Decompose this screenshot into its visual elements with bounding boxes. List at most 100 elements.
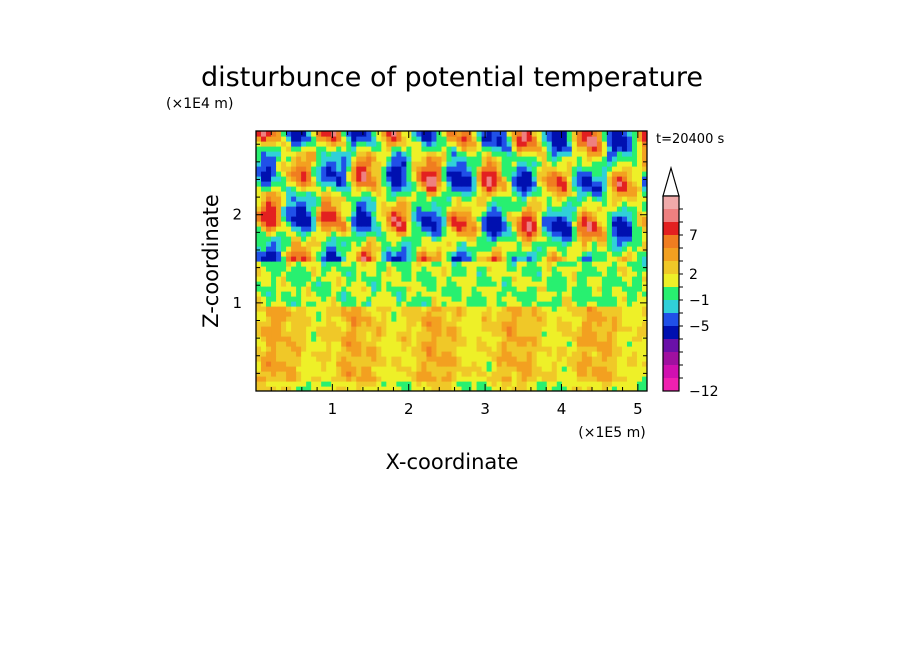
heatmap-cell <box>641 211 647 217</box>
heatmap-cell <box>326 221 332 227</box>
heatmap-cell <box>466 326 473 332</box>
heatmap-cell <box>551 371 558 377</box>
heatmap-cell <box>571 371 578 377</box>
heatmap-cell <box>551 211 558 217</box>
heatmap-cell <box>466 141 473 147</box>
heatmap-cell <box>446 286 453 292</box>
heatmap-cell <box>326 291 332 297</box>
heatmap-cell <box>496 376 503 382</box>
heatmap-cell <box>466 246 473 252</box>
heatmap-cell <box>491 181 498 187</box>
heatmap-cell <box>481 251 488 257</box>
heatmap-cell <box>401 241 407 247</box>
heatmap-cell <box>326 296 332 302</box>
heatmap-cell <box>386 371 392 377</box>
heatmap-cell <box>366 156 372 162</box>
heatmap-cell <box>371 286 377 292</box>
heatmap-cell <box>626 276 633 282</box>
heatmap-cell <box>586 276 593 282</box>
heatmap-cell <box>311 191 317 197</box>
heatmap-cell <box>551 351 558 357</box>
heatmap-cell <box>476 291 483 297</box>
heatmap-cell <box>551 311 558 317</box>
heatmap-cell <box>421 181 428 187</box>
heatmap-cell <box>576 341 583 347</box>
heatmap-cell <box>606 296 613 302</box>
heatmap-cell <box>256 161 262 167</box>
heatmap-cell <box>311 381 317 387</box>
heatmap-cell <box>526 281 533 287</box>
heatmap-cell <box>566 351 573 357</box>
heatmap-cell <box>471 311 478 317</box>
heatmap-cell <box>486 236 493 242</box>
heatmap-cell <box>436 176 443 182</box>
heatmap-cell <box>361 356 367 362</box>
heatmap-cell <box>621 231 628 237</box>
heatmap-cell <box>406 326 412 332</box>
heatmap-cell <box>516 276 523 282</box>
heatmap-cell <box>336 141 342 147</box>
heatmap-cell <box>606 271 613 277</box>
heatmap-cell <box>536 351 543 357</box>
heatmap-cell <box>311 131 317 137</box>
heatmap-cell <box>446 226 453 232</box>
heatmap-cell <box>426 206 433 212</box>
heatmap-cell <box>341 291 347 297</box>
heatmap-cell <box>596 311 603 317</box>
heatmap-cell <box>321 281 327 287</box>
heatmap-cell <box>321 291 327 297</box>
heatmap-cell <box>561 231 568 237</box>
heatmap-cell <box>626 376 633 382</box>
heatmap-cell <box>311 261 317 267</box>
heatmap-cell <box>401 251 407 257</box>
heatmap-cell <box>336 221 342 227</box>
heatmap-cell <box>301 201 307 207</box>
heatmap-cell <box>496 161 503 167</box>
heatmap-cell <box>461 261 468 267</box>
heatmap-cell <box>346 226 352 232</box>
heatmap-cell <box>641 216 647 222</box>
heatmap-cell <box>486 316 493 322</box>
heatmap-cell <box>346 271 352 277</box>
heatmap-cell <box>531 231 538 237</box>
heatmap-cell <box>451 146 458 152</box>
heatmap-cell <box>576 261 583 267</box>
heatmap-cell <box>361 131 367 137</box>
heatmap-cell <box>626 316 633 322</box>
heatmap-cell <box>636 356 643 362</box>
x-tick-label: 2 <box>404 400 414 418</box>
heatmap-cell <box>626 161 633 167</box>
heatmap-cell <box>376 181 382 187</box>
heatmap-cell <box>426 176 433 182</box>
heatmap-cell <box>471 301 478 307</box>
heatmap-cell <box>441 206 448 212</box>
heatmap-cell <box>386 361 392 367</box>
heatmap-cell <box>636 131 643 137</box>
heatmap-cell <box>296 181 302 187</box>
heatmap-cell <box>626 341 633 347</box>
heatmap-cell <box>396 356 402 362</box>
heatmap-cell <box>526 261 533 267</box>
heatmap-cell <box>366 211 372 217</box>
heatmap-cell <box>306 381 312 387</box>
heatmap-cell <box>566 356 573 362</box>
heatmap-cell <box>381 131 387 137</box>
heatmap-cell <box>556 241 563 247</box>
heatmap-cell <box>566 311 573 317</box>
heatmap-cell <box>351 306 357 312</box>
heatmap-cell <box>486 276 493 282</box>
heatmap-cell <box>626 296 633 302</box>
heatmap-cell <box>556 371 563 377</box>
heatmap-cell <box>326 216 332 222</box>
heatmap-cell <box>371 146 377 152</box>
heatmap-cell <box>601 316 608 322</box>
heatmap-cell <box>276 291 282 297</box>
heatmap-cell <box>581 201 588 207</box>
heatmap-cell <box>451 141 458 147</box>
heatmap-cell <box>626 301 633 307</box>
heatmap-cell <box>416 306 423 312</box>
heatmap-cell <box>266 341 272 347</box>
heatmap-cell <box>396 176 402 182</box>
heatmap-cell <box>441 361 448 367</box>
heatmap-cell <box>296 251 302 257</box>
